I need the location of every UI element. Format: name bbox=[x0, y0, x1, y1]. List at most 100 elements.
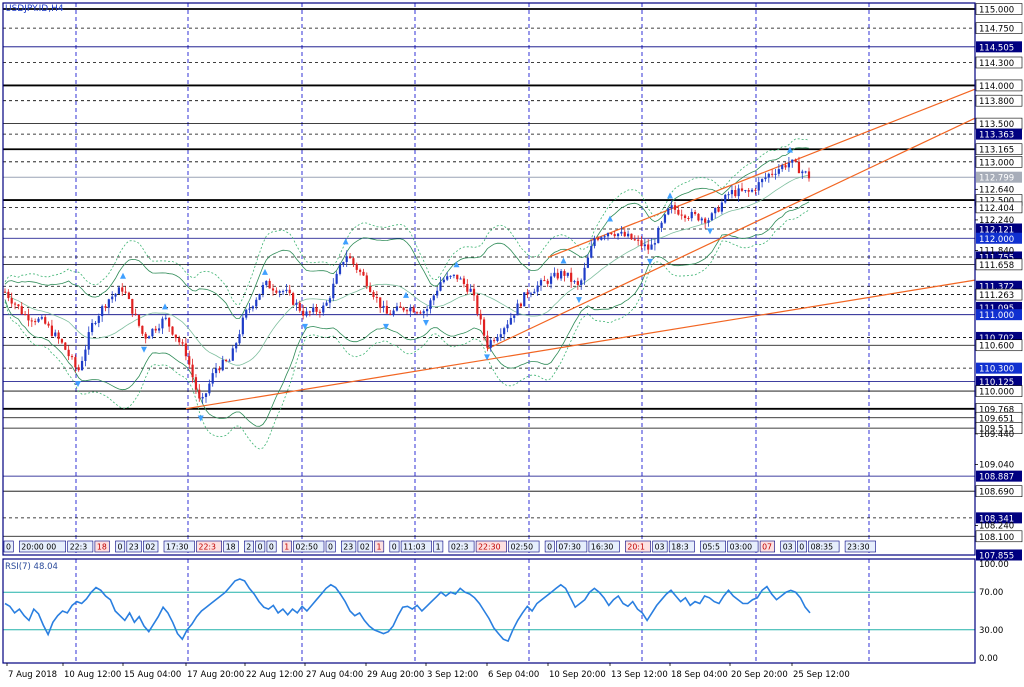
candle-body bbox=[151, 328, 154, 337]
candle-body bbox=[392, 310, 395, 315]
event-box[interactable] bbox=[727, 540, 759, 553]
candle-body bbox=[606, 233, 610, 237]
long-support-line[interactable] bbox=[185, 279, 976, 410]
event-box[interactable] bbox=[244, 540, 254, 553]
candle-body bbox=[784, 165, 787, 168]
candle-body bbox=[750, 189, 754, 192]
event-box[interactable] bbox=[652, 540, 668, 553]
candlesticks bbox=[3, 156, 811, 404]
candle-body bbox=[690, 211, 693, 219]
candle-body bbox=[546, 280, 549, 284]
fractal-up-icon bbox=[607, 215, 613, 222]
candle-body bbox=[526, 292, 529, 295]
candle-body bbox=[94, 322, 97, 324]
candle-body bbox=[633, 239, 636, 241]
event-box-label: 1 bbox=[377, 543, 382, 552]
candle-body bbox=[241, 317, 244, 335]
price-axis[interactable]: 115.000 114.750 114.505 114.300 114.000 113.8… bbox=[975, 3, 1023, 665]
candle-body bbox=[415, 312, 419, 314]
candle-body bbox=[382, 305, 385, 308]
event-box[interactable] bbox=[759, 540, 775, 553]
event-box[interactable] bbox=[389, 540, 400, 553]
event-strip[interactable]: 0 20:00 00 22:3 18 0 23 02 17:30 22:3 18 2 0 0 1 02:50… bbox=[3, 540, 876, 553]
candle-body bbox=[188, 356, 191, 365]
candle-body bbox=[245, 309, 248, 318]
candle-body bbox=[787, 162, 790, 168]
price-tick-label: 108.240 bbox=[979, 522, 1014, 532]
candle-body bbox=[64, 342, 67, 350]
candle-body bbox=[251, 306, 254, 309]
event-box[interactable] bbox=[780, 540, 796, 553]
event-box[interactable] bbox=[374, 540, 385, 553]
candle-body bbox=[509, 317, 512, 325]
fractal-up-icon bbox=[560, 257, 567, 264]
event-box[interactable] bbox=[556, 540, 588, 553]
price-tag-label: 110.000 bbox=[979, 388, 1014, 398]
fractal-up-icon bbox=[120, 272, 126, 279]
candle-body bbox=[533, 291, 536, 294]
event-box[interactable] bbox=[400, 540, 432, 553]
event-box[interactable] bbox=[508, 540, 540, 553]
price-tag-label: 109.768 bbox=[979, 405, 1014, 415]
event-box[interactable] bbox=[357, 540, 373, 553]
event-box[interactable] bbox=[196, 540, 223, 553]
candle-body bbox=[201, 396, 204, 399]
candle-body bbox=[295, 302, 298, 305]
fractal-down-icon bbox=[647, 258, 653, 265]
event-box[interactable] bbox=[281, 540, 292, 553]
price-tag bbox=[976, 512, 1022, 524]
event-box[interactable] bbox=[115, 540, 126, 553]
event-box[interactable] bbox=[266, 540, 277, 553]
event-box[interactable] bbox=[18, 540, 67, 553]
event-box[interactable] bbox=[293, 540, 325, 553]
time-label: 17 Aug 20:00 bbox=[187, 670, 244, 680]
price-tag-label: 112.404 bbox=[979, 204, 1014, 214]
price-tag-label: 109.515 bbox=[979, 425, 1014, 435]
candle-body bbox=[472, 288, 476, 296]
candle-body bbox=[553, 272, 556, 277]
fractal-up-icon bbox=[453, 261, 460, 268]
event-box[interactable] bbox=[163, 540, 195, 553]
channel-lower-line[interactable] bbox=[486, 117, 976, 350]
candle-body bbox=[181, 342, 184, 344]
event-box[interactable] bbox=[3, 540, 14, 553]
event-box[interactable] bbox=[255, 540, 266, 553]
event-box[interactable] bbox=[475, 540, 507, 553]
time-axis[interactable]: 7 Aug 2018 10 Aug 12:00 15 Aug 04:00 17 Aug… bbox=[6, 663, 850, 680]
event-box[interactable] bbox=[448, 540, 475, 553]
event-box[interactable] bbox=[668, 540, 695, 553]
event-box-label: 0 bbox=[799, 543, 804, 552]
event-box[interactable] bbox=[340, 540, 357, 553]
event-box[interactable] bbox=[844, 540, 876, 553]
event-box[interactable] bbox=[223, 540, 239, 553]
rsi-title: RSI(7) 48.04 bbox=[5, 562, 58, 572]
event-box[interactable] bbox=[94, 540, 110, 553]
price-tag bbox=[976, 362, 1022, 374]
candle-body bbox=[362, 271, 365, 276]
price-tag bbox=[976, 331, 1022, 343]
candle-body bbox=[74, 357, 77, 368]
trendlines[interactable] bbox=[185, 88, 976, 410]
channel-upper-line[interactable] bbox=[547, 88, 976, 258]
price-tick-label: 112.240 bbox=[979, 216, 1014, 226]
event-box[interactable] bbox=[325, 540, 336, 553]
event-box[interactable] bbox=[796, 540, 807, 553]
event-box[interactable] bbox=[143, 540, 159, 553]
event-box-label: 17:30 bbox=[166, 543, 189, 552]
event-box[interactable] bbox=[126, 540, 142, 553]
event-box-label: 16:30 bbox=[591, 543, 614, 552]
event-box[interactable] bbox=[808, 540, 840, 553]
event-box[interactable] bbox=[433, 540, 444, 553]
event-box[interactable] bbox=[700, 540, 726, 553]
candle-body bbox=[231, 348, 234, 361]
price-tick-label: 111.840 bbox=[979, 246, 1014, 256]
event-box[interactable] bbox=[544, 540, 555, 553]
price-tag bbox=[975, 22, 1023, 34]
event-box[interactable] bbox=[67, 540, 94, 553]
candle-body bbox=[764, 177, 767, 180]
event-box[interactable] bbox=[625, 540, 651, 553]
event-box[interactable] bbox=[588, 540, 620, 553]
candle-body bbox=[268, 280, 271, 289]
candle-body bbox=[275, 290, 278, 293]
